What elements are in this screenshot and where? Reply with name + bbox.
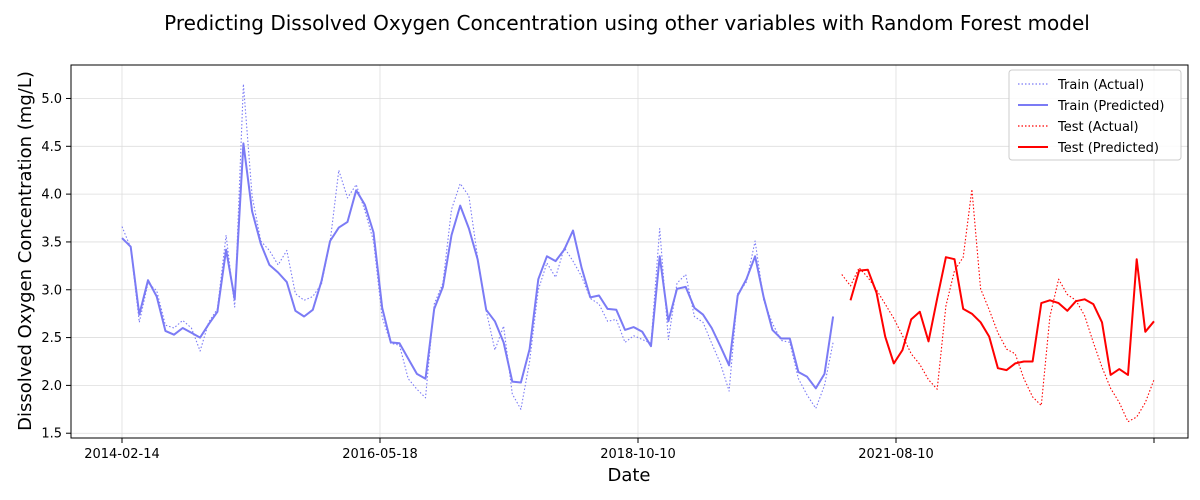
y-tick-label: 4.0 — [41, 188, 62, 203]
legend: Train (Actual) Train (Predicted) Test (A… — [1008, 69, 1182, 161]
x-axis-label: Date — [607, 465, 650, 486]
axis-ticks: 1.5 2.0 2.5 3.0 3.5 4.0 4.5 5.0 2014-02-14 2016-0… — [41, 92, 1155, 462]
y-tick-label: 2.5 — [41, 331, 62, 346]
grid-lines — [71, 65, 1188, 438]
y-tick-label: 5.0 — [41, 92, 62, 107]
series-test-predicted — [849, 256, 1155, 376]
legend-label-train-actual: Train (Actual) — [1057, 78, 1144, 93]
legend-label-train-predicted: Train (Predicted) — [1057, 99, 1165, 114]
chart-title: Predicting Dissolved Oxygen Concentratio… — [164, 11, 1090, 35]
x-tick-label: 2016-05-18 — [342, 447, 418, 462]
x-tick-label: 2018-10-10 — [600, 447, 676, 462]
series-test-actual — [841, 188, 1155, 423]
series-lines — [121, 83, 1155, 423]
legend-label-test-actual: Test (Actual) — [1057, 120, 1139, 135]
plot-area-frame — [70, 64, 1189, 439]
y-tick-label: 1.5 — [41, 427, 62, 442]
legend-frame — [1008, 69, 1182, 161]
y-tick-label: 3.5 — [41, 235, 62, 250]
y-axis-label: Dissolved Oxygen Concentration (mg/L) — [15, 71, 36, 431]
y-tick-label: 4.5 — [41, 140, 62, 155]
y-tick-label: 2.0 — [41, 379, 62, 394]
legend-label-test-predicted: Test (Predicted) — [1057, 141, 1159, 156]
x-tick-label: 2014-02-14 — [84, 447, 160, 462]
x-tick-label: 2021-08-10 — [858, 447, 934, 462]
y-tick-label: 3.0 — [41, 283, 62, 298]
series-train-predicted — [121, 142, 835, 390]
